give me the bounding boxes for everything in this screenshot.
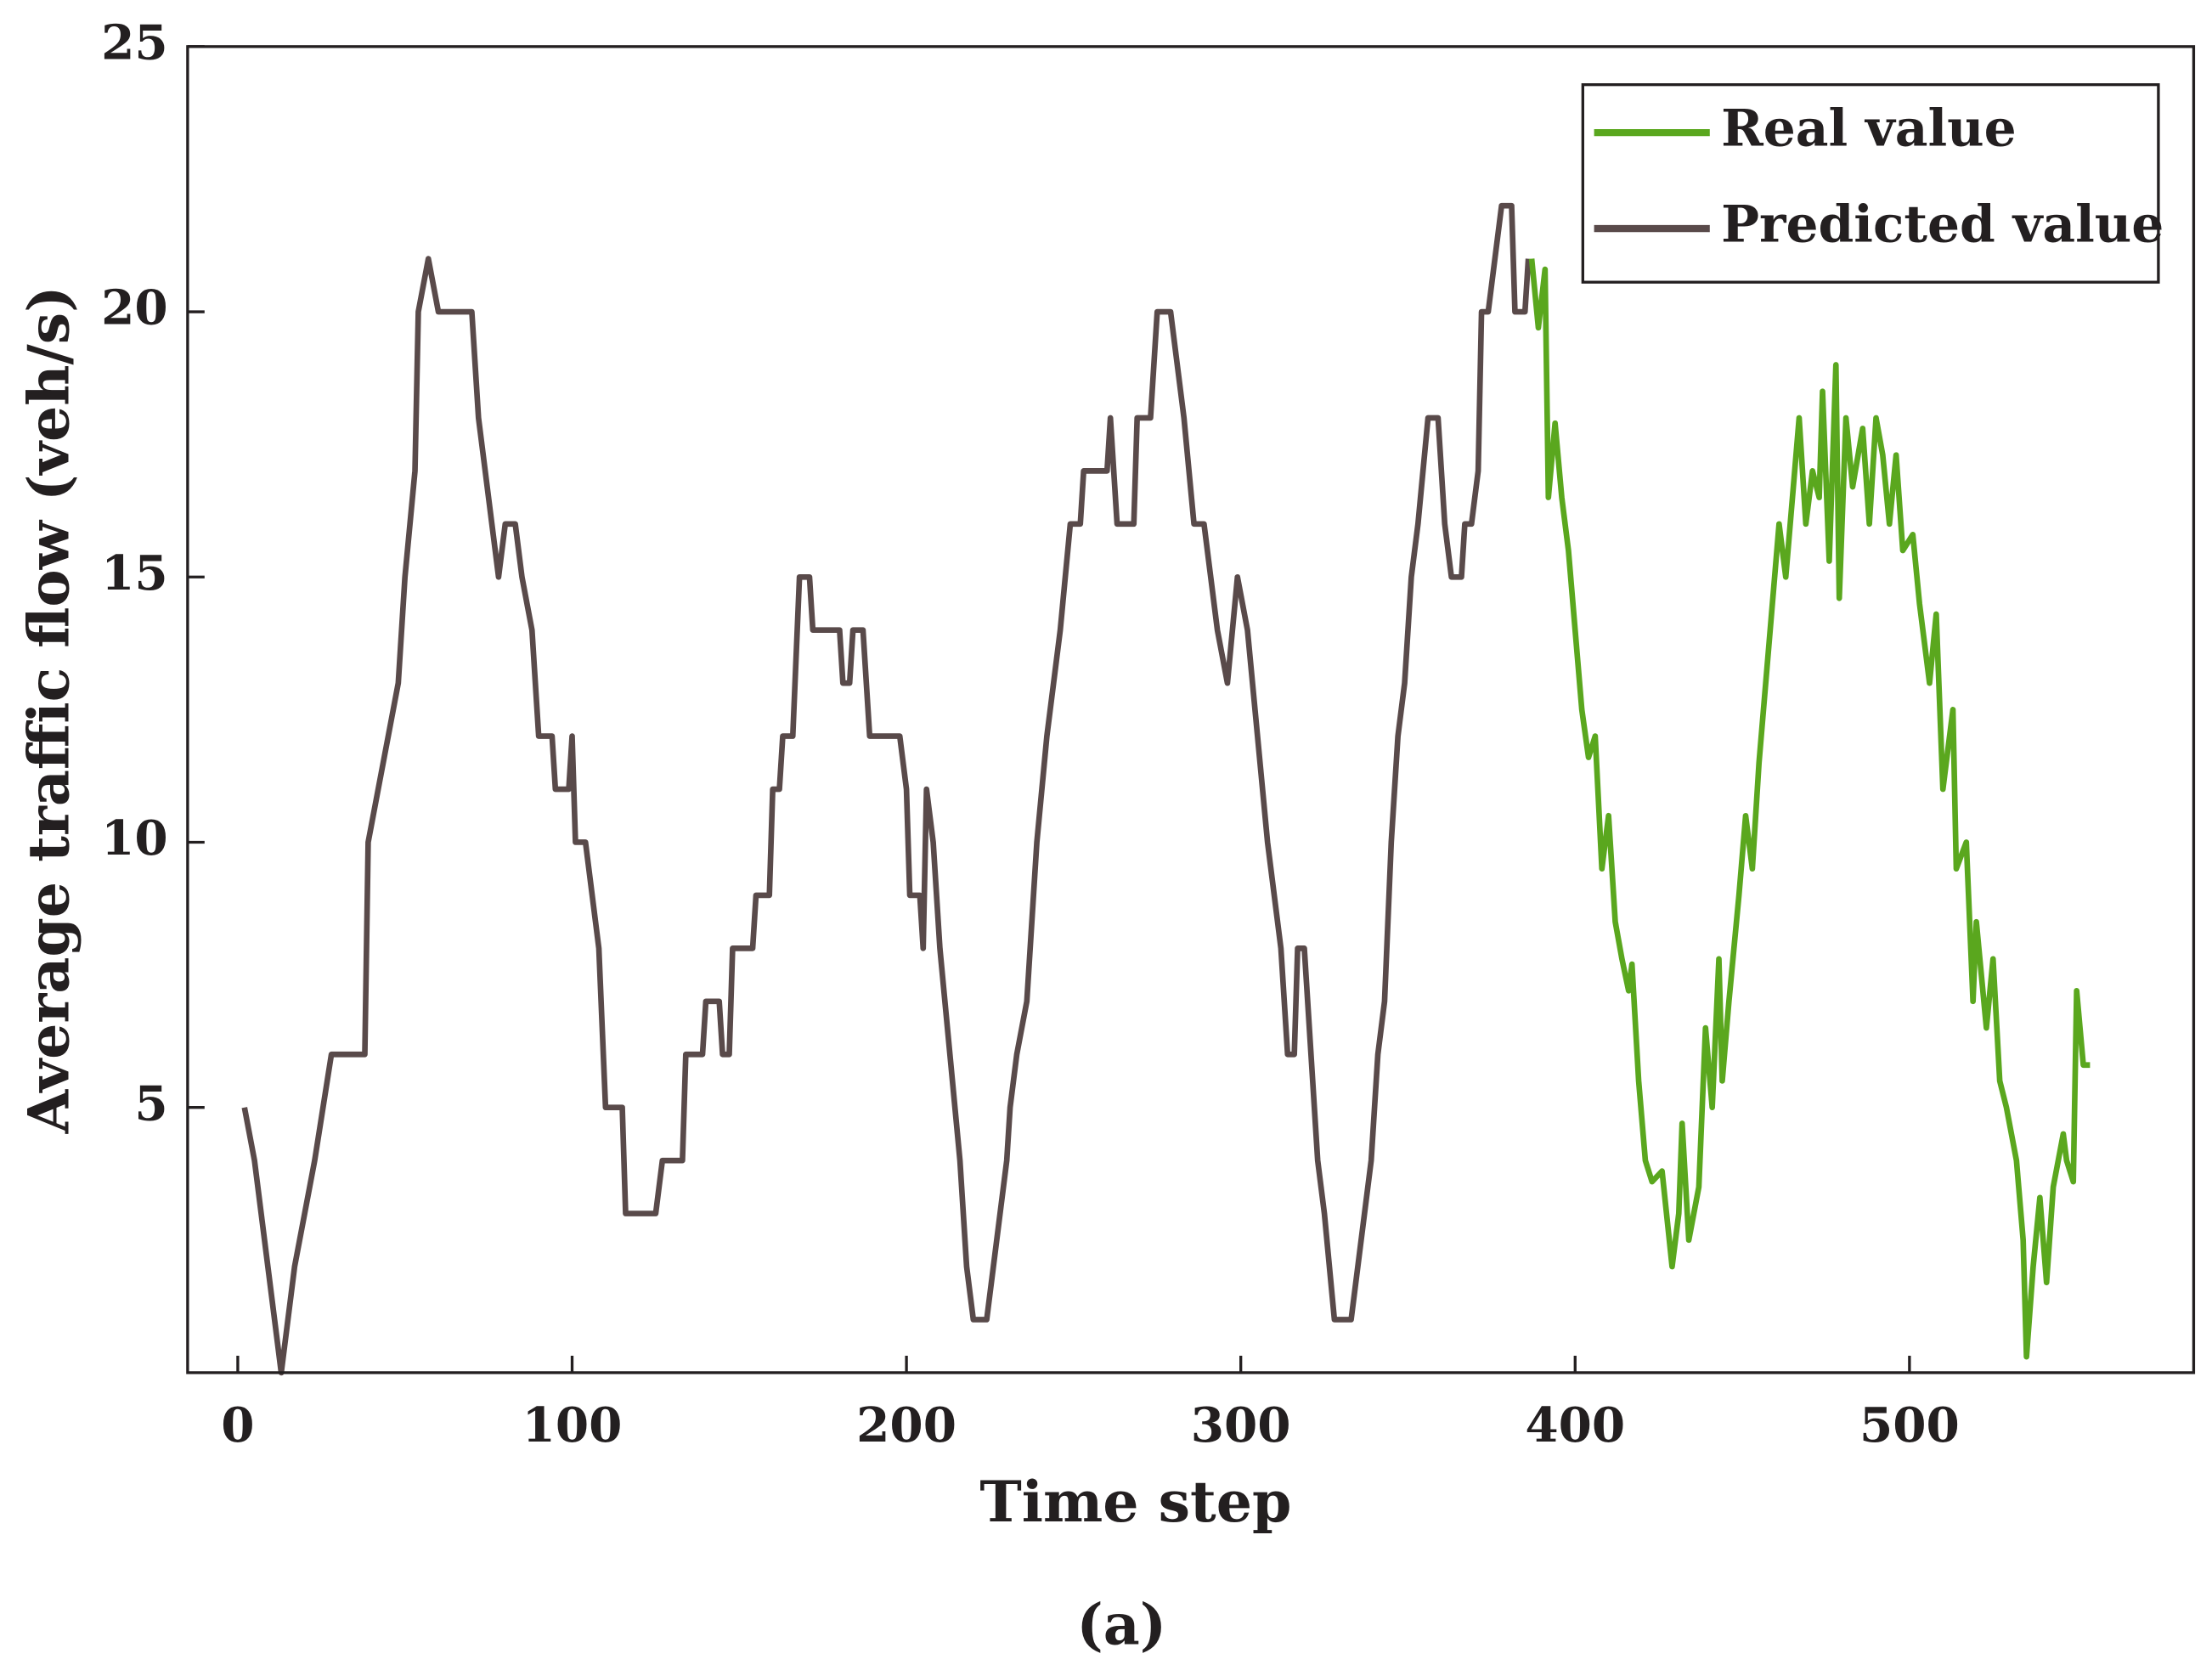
data-line: [241, 202, 1532, 1376]
y-tick-label: 20: [101, 280, 168, 336]
x-tick-label: 400: [1525, 1397, 1625, 1453]
plot-frame: [186, 45, 2196, 1374]
data-line: [1528, 258, 2091, 1360]
x-tick-label: 300: [1191, 1397, 1291, 1453]
y-axis-title: Average traffic flow (veh/s): [16, 285, 82, 1134]
legend-label: Real value: [1721, 99, 2017, 159]
legend-label: Predicted value: [1721, 195, 2164, 255]
legend-box: [1581, 83, 2160, 284]
y-tick-label: 10: [101, 810, 168, 866]
x-tick-label: 200: [856, 1397, 956, 1453]
x-tick-label: 0: [221, 1397, 254, 1453]
y-tick-label: 25: [101, 14, 168, 71]
y-tick-label: 15: [101, 545, 168, 601]
y-tick-label: 5: [134, 1075, 167, 1131]
x-tick-label: 100: [522, 1397, 623, 1453]
x-tick-label: 500: [1859, 1397, 1960, 1453]
caption: (a): [1076, 1592, 1166, 1658]
x-axis-title: Time step: [979, 1469, 1291, 1535]
